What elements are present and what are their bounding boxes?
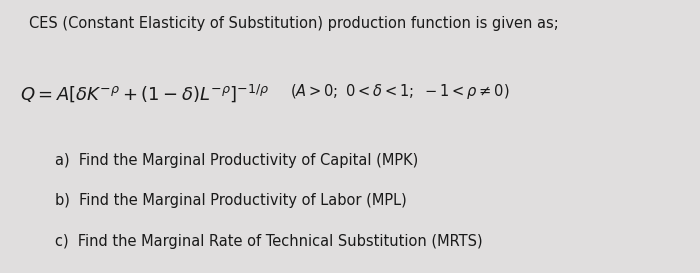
Text: b)  Find the Marginal Productivity of Labor (MPL): b) Find the Marginal Productivity of Lab… (55, 193, 406, 208)
Text: $(A > 0;\ 0 < \delta < 1;\ -1 < \rho \neq 0)$: $(A > 0;\ 0 < \delta < 1;\ -1 < \rho \ne… (290, 82, 510, 101)
Text: a)  Find the Marginal Productivity of Capital (MPK): a) Find the Marginal Productivity of Cap… (55, 153, 418, 168)
Text: $Q = A[\delta K^{-\rho} + (1-\delta)L^{-\rho}]^{-1/\rho}$: $Q = A[\delta K^{-\rho} + (1-\delta)L^{-… (20, 82, 270, 103)
Text: c)  Find the Marginal Rate of Technical Substitution (MRTS): c) Find the Marginal Rate of Technical S… (55, 234, 482, 249)
Text: CES (Constant Elasticity of Substitution) production function is given as;: CES (Constant Elasticity of Substitution… (29, 16, 559, 31)
